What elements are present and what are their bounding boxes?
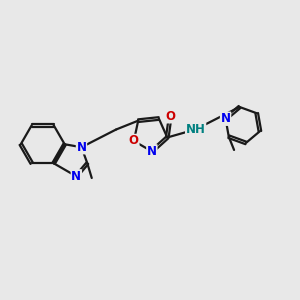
Text: N: N [147,145,157,158]
Text: N: N [76,141,86,154]
Text: N: N [220,112,231,125]
Text: O: O [129,134,139,148]
Text: N: N [71,170,81,183]
Text: O: O [165,110,175,123]
Text: NH: NH [186,123,206,136]
